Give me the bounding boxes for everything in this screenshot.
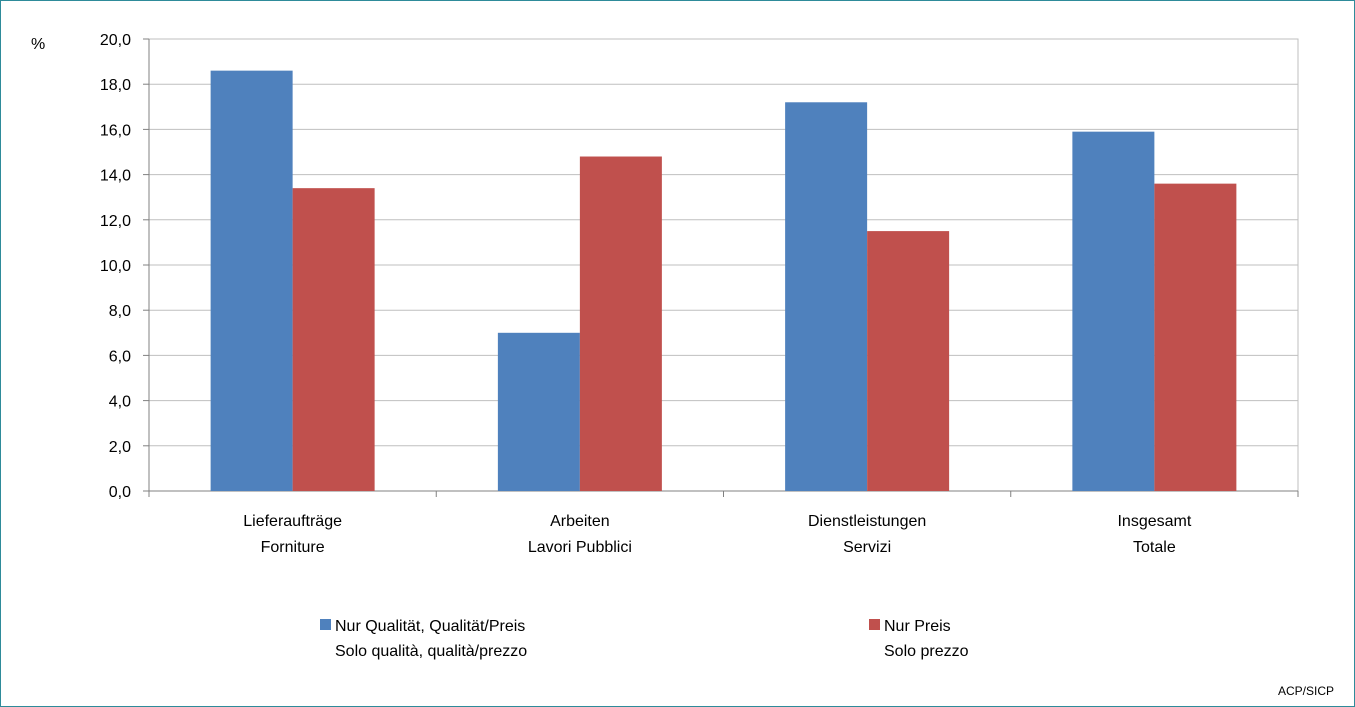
y-unit-label: % <box>31 36 45 53</box>
y-tick-label: 18,0 <box>100 77 131 94</box>
x-category-label: Lavori Pubblici <box>528 539 632 556</box>
y-tick-label: 8,0 <box>109 303 131 320</box>
legend-label-1: Solo qualità, qualità/prezzo <box>335 643 527 660</box>
bar-series-2-2 <box>579 156 662 491</box>
source-label: ACP/SICP <box>1278 684 1334 698</box>
legend-swatch-2 <box>869 619 880 630</box>
x-category-label: Servizi <box>843 539 891 556</box>
bar-series-1-2 <box>497 332 580 491</box>
y-tick-label: 6,0 <box>109 348 131 365</box>
legend-label-2: Nur Preis <box>884 618 951 635</box>
legend-label-2: Solo prezzo <box>884 643 969 660</box>
y-tick-label: 0,0 <box>109 484 131 501</box>
x-category-label: Insgesamt <box>1117 513 1191 530</box>
y-tick-label: 14,0 <box>100 168 131 185</box>
legend-swatch-1 <box>320 619 331 630</box>
x-category-label: Forniture <box>261 539 325 556</box>
y-tick-label: 2,0 <box>109 439 131 456</box>
x-category-label: Totale <box>1133 539 1176 556</box>
y-tick-label: 20,0 <box>100 32 131 49</box>
bar-series-2-4 <box>1154 183 1237 491</box>
x-category-label: Dienstleistungen <box>808 513 926 530</box>
bar-series-1-1 <box>210 70 293 491</box>
y-tick-label: 12,0 <box>100 213 131 230</box>
bar-series-1-3 <box>785 102 868 491</box>
bar-series-2-1 <box>292 188 375 491</box>
x-category-label: Arbeiten <box>550 513 610 530</box>
legend-label-1: Nur Qualität, Qualität/Preis <box>335 618 525 635</box>
bar-series-1-4 <box>1072 131 1155 491</box>
y-tick-label: 10,0 <box>100 258 131 275</box>
x-category-label: Lieferaufträge <box>243 513 342 530</box>
y-tick-label: 16,0 <box>100 122 131 139</box>
y-tick-label: 4,0 <box>109 394 131 411</box>
bar-series-2-3 <box>867 231 950 491</box>
